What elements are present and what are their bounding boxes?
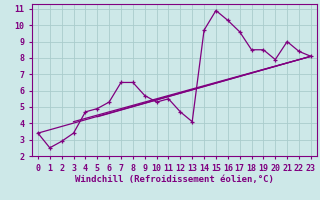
X-axis label: Windchill (Refroidissement éolien,°C): Windchill (Refroidissement éolien,°C) — [75, 175, 274, 184]
